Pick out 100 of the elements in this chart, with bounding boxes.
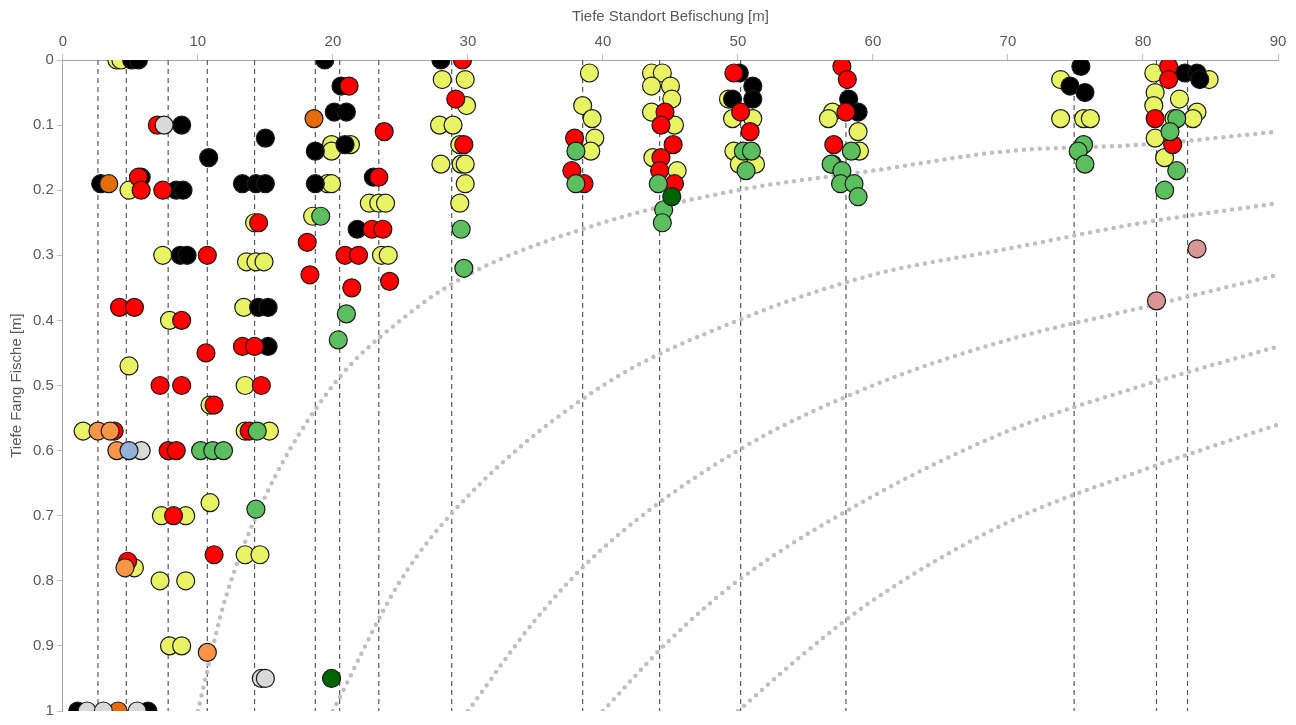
x-tick-label: 70 xyxy=(999,32,1017,50)
x-tick-label: 90 xyxy=(1269,32,1287,50)
point xyxy=(648,174,668,194)
y-tick-label: 0.1 xyxy=(32,115,54,133)
point xyxy=(304,108,324,129)
y-tick-label: 0.6 xyxy=(32,440,54,458)
point xyxy=(348,245,369,265)
point xyxy=(1071,60,1091,77)
y-tick-label: 0.8 xyxy=(32,570,54,588)
x-tick-label: 80 xyxy=(1134,32,1152,50)
x-tick-label: 60 xyxy=(864,32,882,50)
point xyxy=(172,310,192,330)
point xyxy=(244,336,265,357)
x-axis-title: Tiefe Standort Befischung [m] xyxy=(571,7,769,25)
point xyxy=(841,141,861,161)
y-tick-label: 0.3 xyxy=(32,245,54,263)
point xyxy=(662,187,682,207)
point xyxy=(342,278,362,298)
point xyxy=(1159,69,1179,90)
point xyxy=(848,187,868,207)
point xyxy=(651,115,671,135)
point xyxy=(255,174,275,194)
point xyxy=(663,135,683,155)
point xyxy=(724,63,744,83)
y-tick-label: 0.9 xyxy=(32,636,54,654)
point xyxy=(743,89,763,109)
point xyxy=(150,375,170,396)
point xyxy=(172,115,192,135)
y-tick-label: 0.2 xyxy=(32,180,54,198)
point xyxy=(736,161,756,181)
point xyxy=(336,102,356,122)
point xyxy=(837,69,857,90)
point xyxy=(163,506,184,526)
x-tick-label: 10 xyxy=(189,32,207,50)
point xyxy=(451,219,471,239)
y-tick-label: 0.7 xyxy=(32,505,54,523)
point xyxy=(99,174,119,194)
point xyxy=(300,265,320,285)
point xyxy=(1167,161,1187,181)
point xyxy=(213,441,234,461)
line-series xyxy=(465,272,1278,711)
point xyxy=(652,213,672,233)
point xyxy=(196,343,216,363)
point xyxy=(124,297,145,317)
point xyxy=(339,76,359,96)
line-series xyxy=(735,422,1278,711)
point xyxy=(454,135,474,155)
point xyxy=(115,558,135,578)
point xyxy=(1075,154,1095,174)
point xyxy=(454,258,474,278)
x-tick-label: 0 xyxy=(58,32,68,50)
x-tick-label: 30 xyxy=(459,32,477,50)
point xyxy=(297,232,317,252)
point xyxy=(566,141,586,161)
point xyxy=(1187,239,1207,259)
point xyxy=(251,375,271,396)
point xyxy=(566,174,586,194)
point xyxy=(177,245,197,265)
y-tick-label: 0.4 xyxy=(32,310,54,328)
point xyxy=(824,135,844,155)
y-tick-label: 0 xyxy=(45,50,54,68)
point xyxy=(172,375,192,396)
point xyxy=(305,141,325,161)
point xyxy=(321,668,342,689)
point xyxy=(311,206,331,226)
point xyxy=(1075,82,1095,103)
y-tick-label: 1 xyxy=(45,701,54,719)
point xyxy=(731,102,751,122)
point xyxy=(199,148,219,168)
point xyxy=(119,441,139,461)
point xyxy=(336,304,356,324)
x-tick-label: 20 xyxy=(324,32,342,50)
point xyxy=(204,395,224,415)
point xyxy=(836,102,856,122)
y-axis-title: Tiefe Fang Fische [m] xyxy=(7,313,25,458)
point xyxy=(204,545,224,565)
point xyxy=(373,219,393,239)
point xyxy=(1154,180,1175,200)
point xyxy=(258,297,278,317)
point xyxy=(173,180,193,200)
point xyxy=(131,180,151,200)
point xyxy=(740,122,760,142)
point xyxy=(249,213,269,233)
point xyxy=(741,141,762,161)
x-tick-label: 40 xyxy=(594,32,612,50)
point xyxy=(369,167,389,187)
point xyxy=(1160,122,1180,142)
point xyxy=(255,128,275,148)
point xyxy=(379,271,400,291)
point xyxy=(246,499,266,519)
point xyxy=(335,135,355,155)
point xyxy=(153,180,173,200)
point xyxy=(305,174,325,194)
point xyxy=(1146,291,1167,311)
point xyxy=(328,330,348,350)
point xyxy=(166,441,186,461)
point xyxy=(247,421,267,441)
point xyxy=(446,89,466,109)
point xyxy=(197,245,217,265)
point xyxy=(1145,108,1165,129)
